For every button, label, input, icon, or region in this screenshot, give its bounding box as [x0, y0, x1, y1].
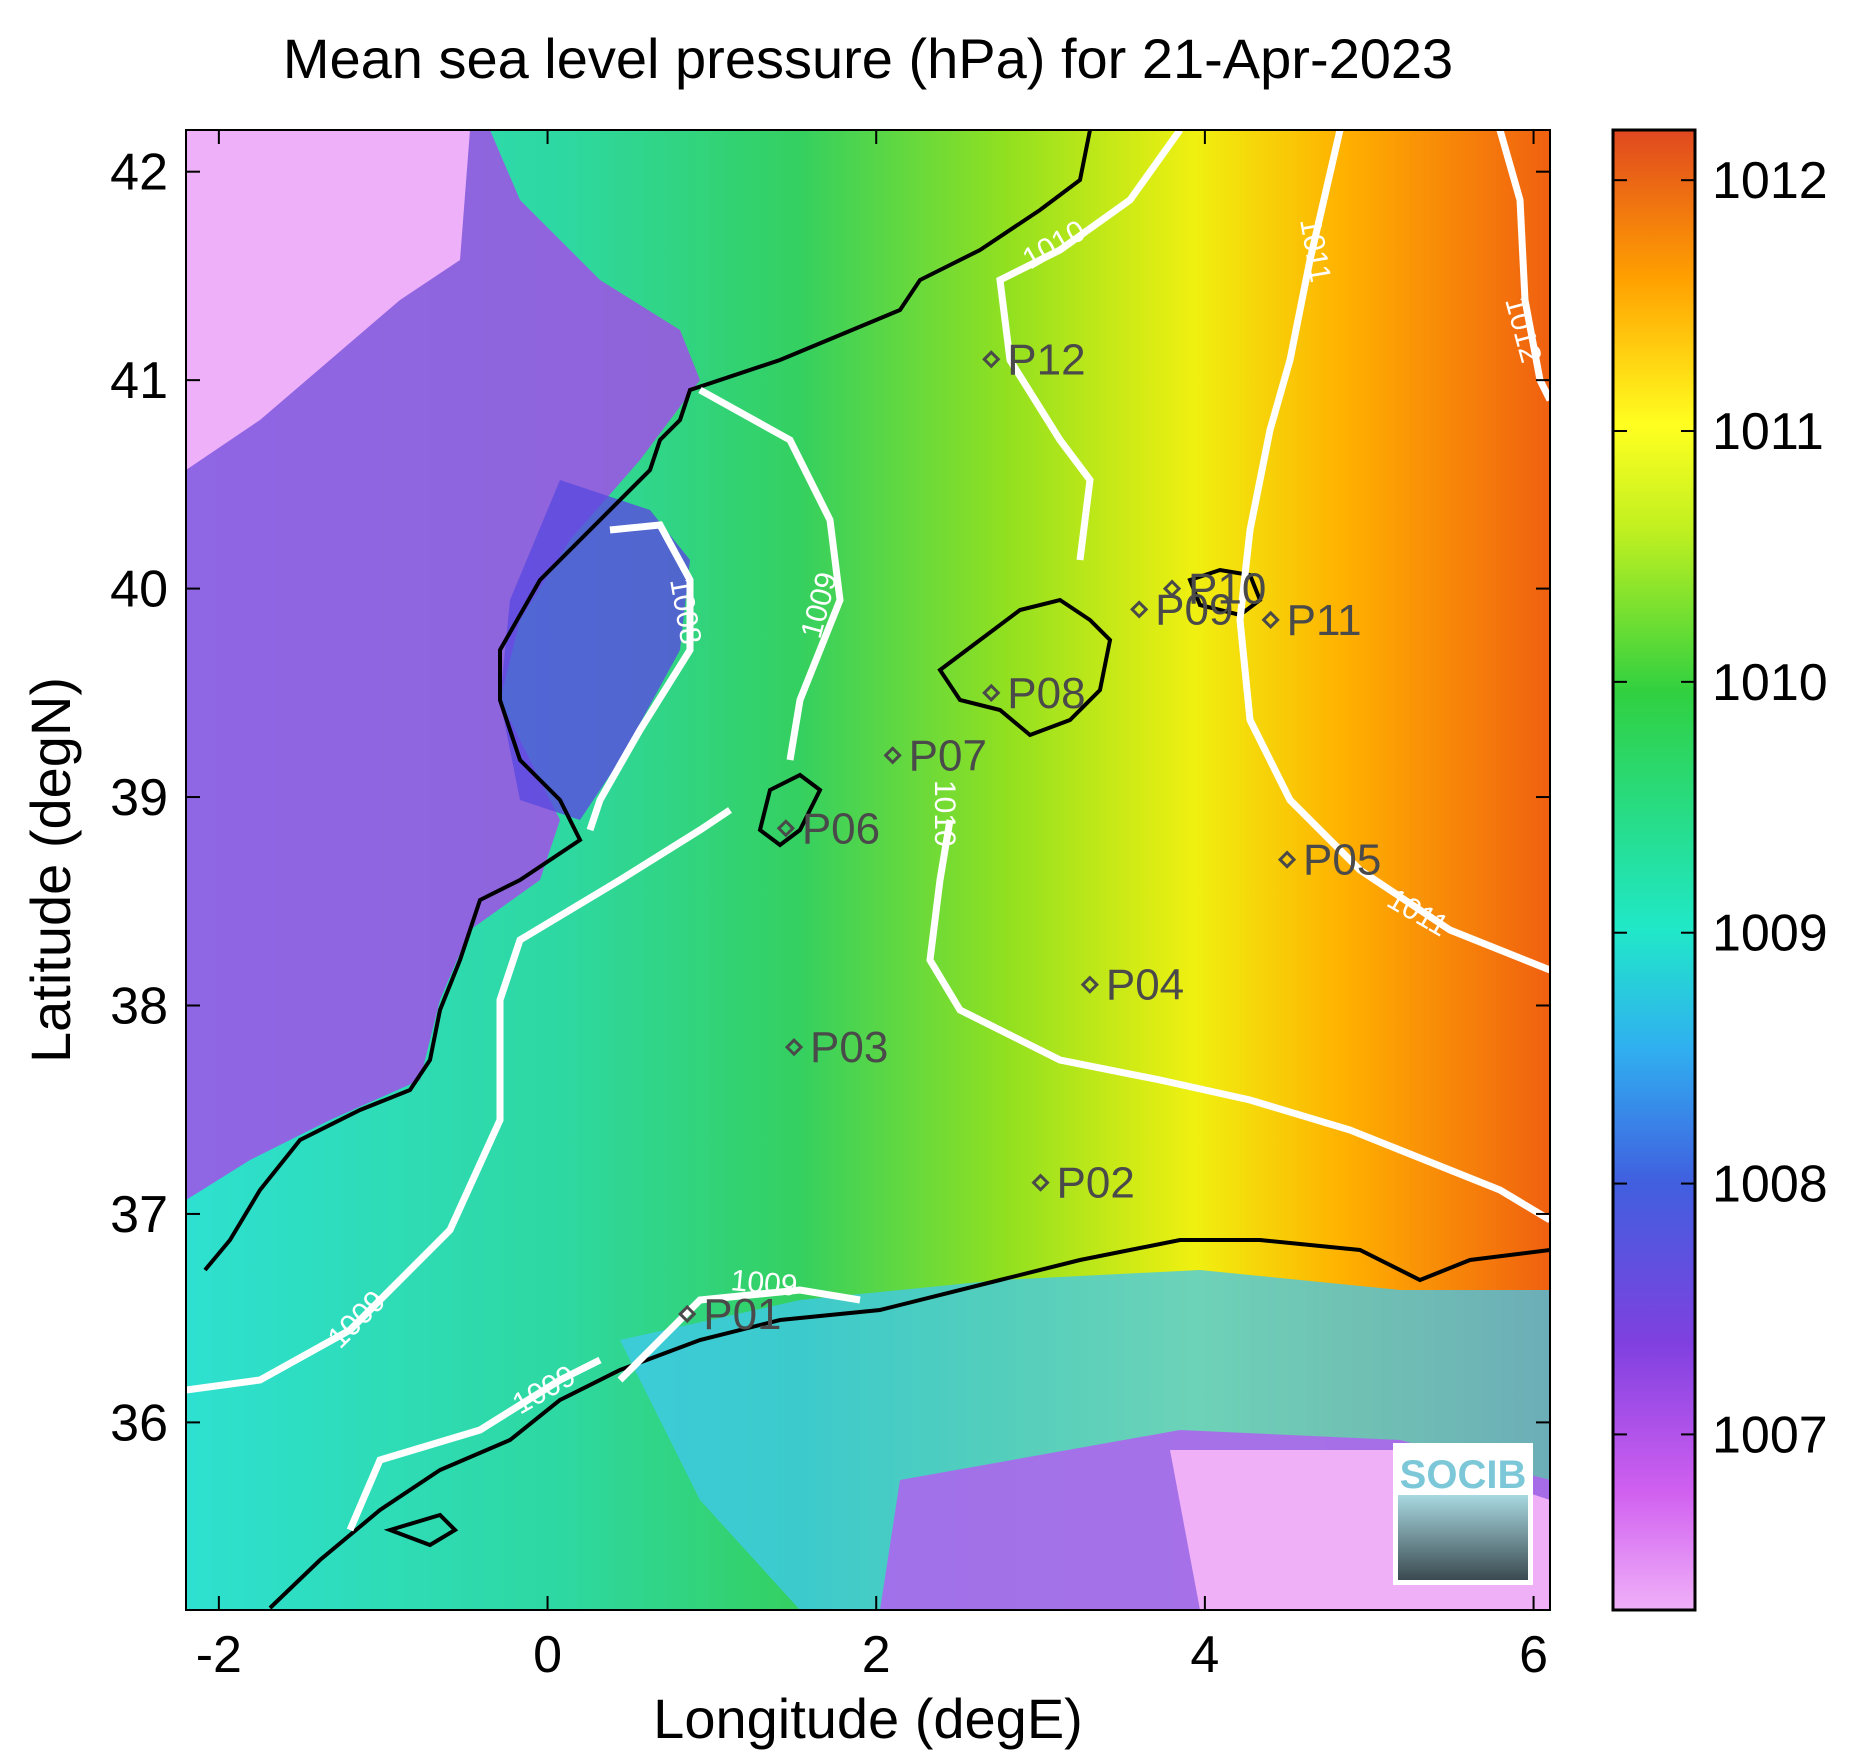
station-marker	[776, 819, 795, 838]
y-tick-label: 37	[110, 1186, 168, 1244]
x-tick-label: 4	[1190, 1626, 1219, 1684]
x-tick-label: 0	[533, 1626, 562, 1684]
station-marker	[1031, 1173, 1050, 1192]
x-tick-label: -2	[196, 1626, 242, 1684]
station-label: P12	[1007, 335, 1085, 384]
socib-logo-text: SOCIB	[1400, 1453, 1527, 1497]
colorbar-tick-label: 1009	[1712, 905, 1828, 963]
station-label: P07	[909, 731, 987, 780]
contour-1011	[1236, 130, 1550, 974]
coastline-ibiza	[757, 772, 823, 848]
station-marker	[1277, 850, 1297, 869]
coastline-iberia	[203, 130, 1092, 1272]
y-tick-label: 38	[110, 977, 168, 1035]
station-marker	[678, 1304, 697, 1324]
plot-frame	[185, 129, 1551, 1611]
station-p06: P06	[776, 804, 880, 853]
colorbar-tick-label: 1007	[1712, 1406, 1828, 1464]
station-label: P08	[1007, 669, 1085, 718]
station-label: P04	[1106, 961, 1184, 1010]
station-p12: P12	[982, 335, 1086, 384]
station-p05: P05	[1277, 836, 1381, 885]
station-label: P01	[703, 1290, 781, 1339]
colorbar-gradient	[1611, 128, 1697, 1612]
colorbar-tick-label: 1008	[1712, 1156, 1828, 1214]
contours	[186, 130, 1550, 1532]
contour-1010-central	[926, 819, 1550, 1224]
y-tick-label: 40	[110, 561, 168, 619]
station-p01: P01	[678, 1290, 782, 1339]
station-label: P02	[1057, 1159, 1135, 1208]
coastline-africa	[268, 1238, 1550, 1610]
contour-1010-north	[996, 130, 1183, 561]
station-marker	[1162, 579, 1182, 598]
x-axis-label: Longitude (degE)	[653, 1687, 1083, 1750]
colorbar-tick-label: 1011	[1712, 403, 1824, 461]
y-tick-label: 41	[110, 352, 168, 410]
station-label: P06	[802, 804, 880, 853]
station-p10: P10	[1162, 565, 1266, 614]
y-tick-label: 39	[110, 769, 168, 827]
chart-title: Mean sea level pressure (hPa) for 21-Apr…	[283, 27, 1453, 90]
colorbar-tick-label: 1012	[1712, 152, 1828, 210]
coastline-mallorca	[937, 597, 1113, 738]
station-label: P10	[1188, 565, 1266, 614]
socib-logo-image	[1398, 1495, 1528, 1580]
contour-label-1010-b: 1010	[928, 780, 961, 847]
contour-1009-southwest	[186, 807, 732, 1394]
station-marker	[784, 1038, 804, 1057]
x-axis: -2 0 2 4 6	[196, 130, 1548, 1684]
low-pressure-sea-valencia	[500, 480, 690, 820]
x-tick-label: 2	[862, 1626, 891, 1684]
y-tick-label: 42	[110, 144, 168, 202]
coastline-menorca	[1187, 567, 1263, 618]
contour-1012	[1496, 130, 1550, 402]
y-axis: 36 37 38 39 40 41 42	[110, 144, 1550, 1452]
station-marker	[982, 683, 1001, 702]
station-marker	[1261, 610, 1280, 629]
station-marker	[883, 746, 902, 765]
socib-logo: SOCIB	[1393, 1443, 1533, 1585]
station-p08: P08	[982, 669, 1086, 718]
contour-label-1009-c: 1009	[729, 1264, 798, 1303]
coastline-alboran	[383, 1512, 459, 1548]
station-marker	[1080, 975, 1099, 994]
station-label: P11	[1287, 596, 1362, 645]
station-p11: P11	[1261, 596, 1362, 645]
very-low-pressure-region	[186, 130, 470, 470]
station-p03: P03	[784, 1023, 888, 1072]
station-p04: P04	[1080, 961, 1184, 1010]
station-marker	[1130, 600, 1149, 619]
contour-1009-west	[698, 386, 844, 761]
contour-1008	[586, 521, 694, 832]
colorbar-ticks: 1007 1008 1009 1010 1011 1012	[1613, 152, 1828, 1464]
colorbar: 1007 1008 1009 1010 1011 1012	[1611, 128, 1828, 1612]
x-tick-label: 6	[1519, 1626, 1548, 1684]
station-marker	[982, 350, 1001, 369]
contour-1009-south	[617, 1286, 861, 1383]
coastlines	[203, 130, 1550, 1610]
station-p07: P07	[883, 731, 987, 780]
y-tick-label: 36	[110, 1394, 168, 1452]
colorbar-tick-label: 1010	[1712, 654, 1828, 712]
station-p02: P02	[1031, 1159, 1135, 1208]
low-pressure-region-iberia	[186, 130, 700, 1200]
y-axis-label: Latitude (degN)	[19, 677, 82, 1063]
station-label: P05	[1303, 836, 1381, 885]
station-label: P03	[810, 1023, 888, 1072]
contour-1009-southwest-lower	[346, 1356, 602, 1532]
